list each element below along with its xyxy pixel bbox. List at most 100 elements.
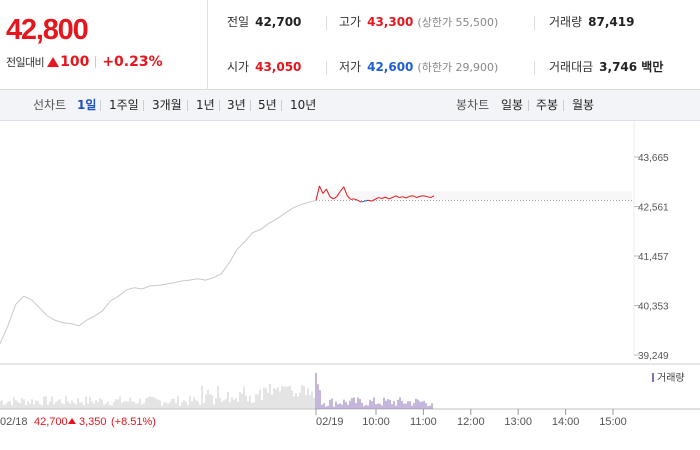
- stat-value: 43,300: [367, 15, 414, 29]
- price-segment: [353, 198, 358, 201]
- today-range-band: [316, 191, 632, 201]
- prev-day-close: 42,700: [34, 416, 68, 428]
- price-segment: [423, 195, 428, 198]
- price-tick-label: 39,249: [638, 351, 669, 362]
- price-segment: [430, 195, 435, 199]
- divider: [143, 100, 144, 111]
- time-tick-label: 15:00: [599, 416, 627, 428]
- price-tick-label: 41,457: [638, 252, 669, 263]
- price-segment: [412, 195, 417, 199]
- divider: [219, 100, 220, 111]
- volume-legend-swatch: [652, 373, 654, 382]
- price-segment: [364, 199, 369, 202]
- divider: [187, 100, 188, 111]
- price-segment: [367, 199, 372, 202]
- price-tick-label: 43,665: [638, 153, 669, 164]
- stat-label: 거래대금: [549, 60, 594, 74]
- price-segment: [360, 200, 365, 203]
- current-price-box: 42,800 전일대비 100 +0.23%: [0, 0, 208, 90]
- time-tick-label: 13:00: [504, 416, 532, 428]
- price-segment: [343, 186, 348, 196]
- tab-monthly-candle[interactable]: 월봉: [572, 98, 595, 112]
- stat-label: 시가: [227, 60, 250, 74]
- price-segment: [371, 198, 376, 202]
- candle-chart-label: 봉차트: [456, 98, 490, 112]
- divider: [534, 16, 535, 30]
- price-segment: [385, 196, 390, 200]
- line-chart-label: 선차트: [33, 98, 67, 112]
- divider: [95, 56, 97, 68]
- price-segment: [325, 188, 331, 197]
- stat-value: 43,050: [255, 60, 302, 74]
- stat-label: 전일: [227, 15, 250, 29]
- divider: [326, 16, 327, 30]
- quote-header: 42,800 전일대비 100 +0.23% 전일 42,700 고가 43,300 (상…: [0, 0, 700, 90]
- prev-day-date: 02/18: [0, 416, 28, 428]
- stat-amount: 거래대금 3,746 백만: [549, 45, 663, 90]
- time-tick-label: 12:00: [457, 416, 485, 428]
- divider: [250, 100, 251, 111]
- price-chart-svg: 43,665 42,561 41,457 40,353 39,249 거래량 02/18…: [0, 121, 700, 428]
- change-value: 100: [60, 54, 90, 70]
- tab-10year[interactable]: 10년: [290, 98, 317, 112]
- tab-5year[interactable]: 5년: [258, 98, 277, 112]
- divider: [528, 100, 529, 111]
- stat-value: 87,419: [588, 15, 635, 29]
- price-segment: [402, 196, 407, 199]
- divider: [326, 61, 327, 75]
- intraday-chart[interactable]: 43,665 42,561 41,457 40,353 39,249 거래량 02/18…: [0, 121, 700, 450]
- price-segment: [357, 199, 362, 203]
- divider: [100, 100, 101, 111]
- price-segment: [374, 197, 379, 200]
- price-segment: [322, 188, 327, 194]
- time-tick-label: 11:00: [410, 416, 437, 428]
- chart-period-tabs: 선차트 1일 1주일 3개월 1년 3년 5년 10년 봉차트 일봉 주봉 월봉: [0, 90, 700, 121]
- tab-1year[interactable]: 1년: [196, 98, 215, 112]
- stat-value: 3,746 백만: [599, 60, 664, 74]
- volume-bars: [0, 373, 433, 409]
- tab-3month[interactable]: 3개월: [152, 98, 182, 112]
- price-segment: [406, 195, 410, 199]
- today-date: 02/19: [316, 416, 344, 428]
- stat-label: 거래량: [549, 15, 583, 29]
- lower-limit: (하한가 29,900): [417, 61, 499, 74]
- change-rate: +0.23%: [102, 54, 163, 70]
- stat-prev-close: 전일 42,700: [227, 0, 301, 45]
- stat-volume: 거래량 87,419: [549, 0, 634, 45]
- prev-day-price-line: [0, 199, 317, 344]
- price-segment: [381, 196, 386, 199]
- price-segment: [329, 196, 334, 200]
- price-axis: 43,665 42,561 41,457 40,353 39,249: [634, 153, 669, 362]
- up-arrow-icon: [68, 418, 76, 424]
- stat-low: 저가 42,600 (하한가 29,900): [339, 45, 498, 90]
- up-arrow-icon: [47, 57, 60, 67]
- stat-value: 42,600: [367, 60, 414, 74]
- price-tick-label: 40,353: [638, 302, 669, 313]
- time-axis: 10:00 11:00 12:00 13:00 14:00 15:00: [362, 409, 627, 428]
- tab-daily-candle[interactable]: 일봉: [501, 98, 524, 112]
- time-tick-label: 14:00: [552, 416, 580, 428]
- divider: [534, 61, 535, 75]
- stat-high: 고가 43,300 (상한가 55,500): [339, 0, 498, 45]
- stat-open: 시가 43,050: [227, 45, 301, 90]
- price-segment: [315, 185, 320, 201]
- price-segment: [395, 195, 400, 199]
- price-segment: [346, 195, 352, 200]
- price-segment: [336, 191, 341, 197]
- divider: [563, 100, 564, 111]
- price-segment: [319, 185, 324, 194]
- price-segment: [392, 195, 397, 199]
- tab-weekly-candle[interactable]: 주봉: [536, 98, 559, 112]
- tab-3year[interactable]: 3년: [227, 98, 246, 112]
- price-segment: [333, 196, 338, 200]
- price-segment: [416, 195, 421, 199]
- prev-day-change: 3,350: [79, 416, 107, 428]
- price-tick-label: 42,561: [638, 203, 669, 214]
- price-segment: [388, 197, 393, 200]
- current-price: 42,800: [6, 14, 89, 46]
- price-segment: [426, 196, 431, 199]
- tab-1week[interactable]: 1주일: [109, 98, 139, 112]
- tab-1day[interactable]: 1일: [77, 98, 97, 112]
- stat-value: 42,700: [255, 15, 302, 29]
- stat-label: 저가: [339, 60, 362, 74]
